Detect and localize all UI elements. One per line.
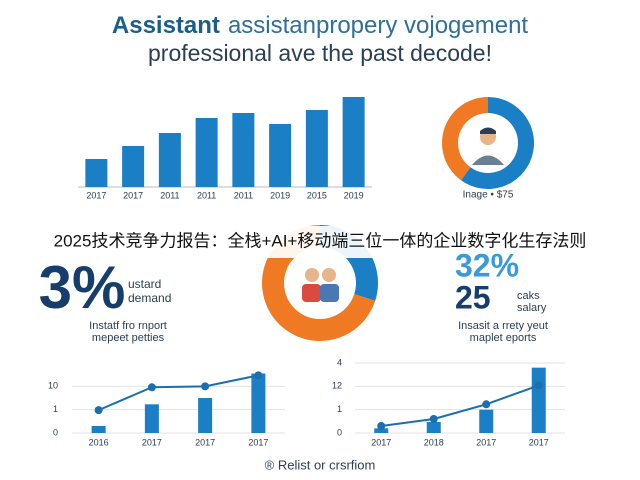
x-tick-label: 2011 [160, 190, 179, 200]
line-point [201, 382, 210, 391]
bar [122, 146, 145, 187]
x-tick-label: 2019 [344, 190, 364, 200]
bar [479, 409, 494, 433]
stat-big: 25 [455, 279, 491, 315]
y-tick-label: 1 [53, 404, 58, 414]
x-tick-label: 2017 [123, 190, 143, 200]
bar [374, 428, 389, 433]
line-point [534, 381, 543, 390]
bar [144, 404, 159, 433]
title-bold: Assistant [112, 12, 220, 39]
y-tick-label: 4 [337, 357, 342, 367]
y-tick-label: 0 [53, 427, 58, 437]
bar [195, 118, 218, 187]
x-tick-label: 2011 [197, 190, 216, 200]
line [381, 384, 540, 427]
title-rest: assistanpropery vojogement [228, 12, 528, 39]
x-tick-label: 2017 [86, 190, 106, 200]
footer: ® Relist or crsrfiom [265, 457, 376, 472]
line [98, 374, 259, 412]
line-point [147, 383, 156, 392]
pie-slice [460, 97, 534, 190]
y-tick-label: 10 [48, 381, 58, 391]
pie-slice [442, 97, 488, 181]
stat-label: caks [517, 290, 540, 302]
stat-caption: mepeet petties [92, 332, 165, 344]
stat-label: ustard [128, 277, 161, 291]
banner-bg [0, 226, 640, 258]
y-tick-label: 1 [337, 404, 342, 414]
x-tick-label: 2017 [248, 437, 268, 447]
line-point [377, 422, 386, 430]
header-subtitle: professional ave the past decode! [148, 40, 492, 66]
bar [198, 398, 213, 433]
bar [426, 422, 441, 433]
stat-caption: Insasit a rrety yeut [458, 320, 548, 332]
person-icon [472, 127, 504, 165]
stat-label: demand [128, 291, 171, 305]
banner: 2025技术竞争力报告：全栈+AI+移动端三位一体的企业数字化生存法则 [54, 231, 587, 250]
bar [531, 367, 546, 433]
pie-caption: Inage • $75 [463, 190, 514, 201]
x-tick-label: 2017 [476, 437, 496, 447]
bar [251, 373, 266, 433]
stat-caption: maplet eports [470, 332, 537, 344]
x-tick-label: 2017 [371, 437, 391, 447]
bar [342, 97, 365, 187]
line-point [482, 400, 491, 409]
x-tick-label: 2018 [424, 437, 444, 447]
x-tick-label: 2017 [142, 437, 162, 447]
bar [232, 113, 255, 187]
x-tick-label: 2017 [195, 437, 215, 447]
y-tick-label: 12 [332, 381, 342, 391]
x-tick-label: 2011 [234, 190, 253, 200]
x-tick-label: 2016 [89, 437, 109, 447]
stat-caption: Instatf fro rnport [89, 320, 167, 332]
bar [305, 110, 328, 187]
x-tick-label: 2015 [307, 190, 327, 200]
bar [91, 426, 106, 433]
line-point [254, 371, 263, 380]
people-icon [302, 268, 339, 302]
stat-label: salary [517, 302, 547, 314]
stat-big: 3% [39, 254, 126, 321]
stat-big-top: 32% [455, 247, 519, 283]
y-tick-label: 0 [337, 427, 342, 437]
line-point [94, 406, 103, 415]
bar [85, 159, 108, 187]
x-tick-label: 2019 [270, 190, 290, 200]
x-tick-label: 2017 [529, 437, 549, 447]
header-title: Assistant assistanpropery vojogement [112, 12, 529, 39]
bar [269, 124, 292, 187]
bar [158, 133, 181, 187]
line-point [429, 415, 438, 423]
